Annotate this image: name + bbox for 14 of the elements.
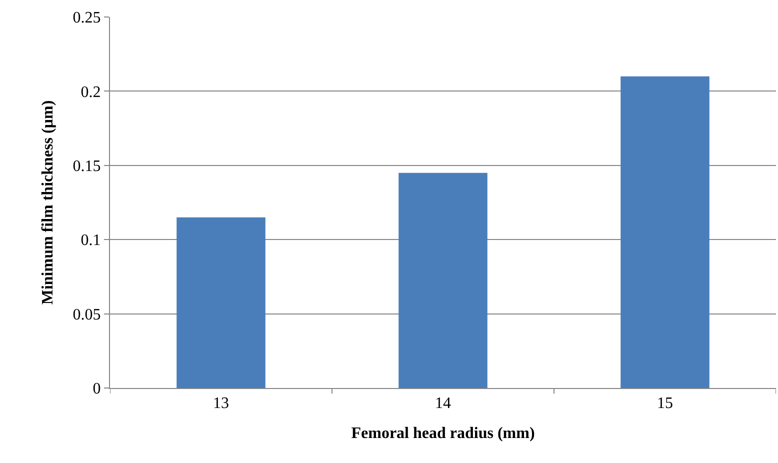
x-tick-label: 15: [657, 395, 673, 412]
y-tick-label: 0.05: [72, 306, 101, 324]
bar: [620, 76, 710, 388]
y-tick-label: 0.2: [80, 84, 101, 101]
x-tick-label: 14: [435, 395, 451, 412]
x-axis-title: Femoral head radius (mm): [351, 424, 535, 442]
x-tick-label: 13: [213, 395, 229, 412]
bar: [176, 217, 266, 388]
bar: [398, 172, 488, 388]
y-tick-label: 0.1: [80, 232, 101, 250]
y-axis-title: Minimum film thickness (µm): [40, 100, 57, 305]
y-tick-label: 0.25: [72, 10, 101, 27]
y-tick-label: 0: [92, 380, 101, 398]
y-tick-label: 0.15: [72, 158, 101, 175]
